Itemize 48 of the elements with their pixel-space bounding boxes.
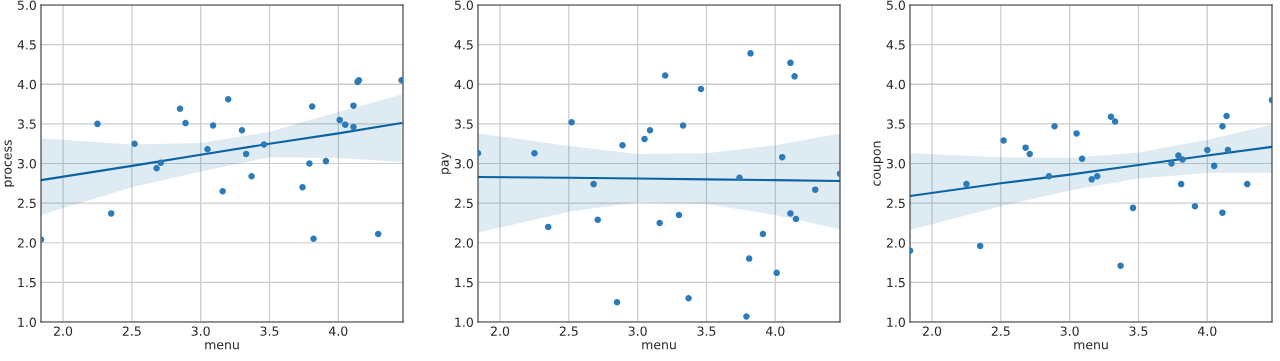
y-tick-label: 4.5 bbox=[17, 40, 36, 50]
x-tick-label: 3.0 bbox=[1060, 326, 1079, 336]
y-tick-label: 3.0 bbox=[454, 158, 473, 169]
x-tick-label: 2.5 bbox=[122, 326, 141, 336]
x-tick-label: 3.5 bbox=[1129, 326, 1148, 336]
y-tick-label: 5.0 bbox=[17, 0, 36, 10]
x-axis-title: menu bbox=[205, 342, 239, 350]
x-tick-label: 3.0 bbox=[628, 326, 647, 336]
y-tick-label: 2.5 bbox=[17, 198, 36, 209]
y-tick-label: 1.5 bbox=[455, 278, 473, 288]
y-tick-label: 3.5 bbox=[17, 119, 36, 129]
y-tick-label: 5.0 bbox=[454, 0, 473, 10]
y-tick-label: 2.0 bbox=[17, 238, 36, 248]
y-tick-label: 4.0 bbox=[17, 79, 36, 90]
y-tick-label: 5.0 bbox=[886, 0, 905, 10]
y-tick-label: 1.5 bbox=[18, 278, 36, 288]
y-tick-label: 2.5 bbox=[886, 198, 905, 209]
y-tick-label: 1.0 bbox=[455, 317, 473, 327]
y-tick-label: 1.0 bbox=[18, 317, 36, 327]
x-tick-label: 3.0 bbox=[191, 326, 210, 336]
y-tick-label: 4.0 bbox=[454, 79, 473, 90]
y-tick-label: 3.5 bbox=[886, 119, 905, 129]
y-tick-label: 4.5 bbox=[886, 40, 905, 50]
x-tick-label: 4.0 bbox=[765, 326, 785, 336]
y-tick-label: 3.0 bbox=[886, 158, 905, 169]
x-tick-label: 2.0 bbox=[54, 326, 73, 336]
y-tick-label: 4.5 bbox=[454, 40, 473, 50]
x-axis-title: menu bbox=[642, 342, 676, 350]
y-axis-title: pay bbox=[441, 152, 452, 174]
y-axis-title: coupon bbox=[873, 141, 884, 186]
y-tick-label: 4.0 bbox=[886, 79, 905, 90]
x-tick-label: 2.0 bbox=[491, 326, 510, 336]
x-tick-label: 2.0 bbox=[923, 326, 942, 336]
x-axis-title: menu bbox=[1074, 342, 1108, 350]
y-tick-label: 2.0 bbox=[454, 238, 473, 248]
y-tick-label: 1.5 bbox=[887, 278, 905, 288]
y-tick-label: 3.0 bbox=[17, 158, 36, 169]
x-tick-label: 2.5 bbox=[991, 326, 1010, 336]
y-tick-label: 3.5 bbox=[454, 119, 473, 129]
y-tick-label: 2.5 bbox=[454, 198, 473, 209]
x-tick-label: 3.5 bbox=[260, 326, 279, 336]
x-tick-label: 3.5 bbox=[697, 326, 716, 336]
y-tick-label: 1.0 bbox=[887, 317, 905, 327]
x-tick-label: 4.0 bbox=[328, 326, 348, 336]
y-axis-title: process bbox=[4, 140, 15, 187]
x-tick-label: 4.0 bbox=[1197, 326, 1217, 336]
y-tick-label: 2.0 bbox=[886, 238, 905, 248]
x-tick-label: 2.5 bbox=[559, 326, 578, 336]
